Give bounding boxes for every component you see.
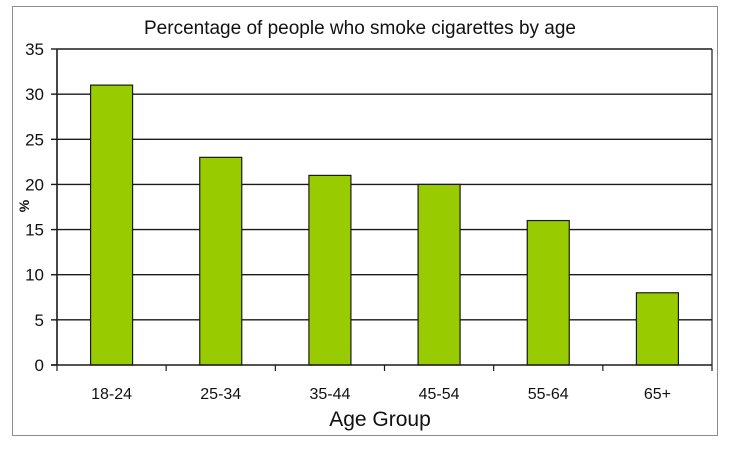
x-axis-label: Age Group — [329, 408, 431, 431]
y-tick-label: 25 — [25, 130, 44, 149]
bar-55-64 — [526, 219, 570, 366]
x-tick-label: 18-24 — [91, 386, 132, 403]
bar-35-44 — [308, 174, 352, 366]
x-tick-label: 65+ — [644, 386, 671, 403]
y-tick-label: 35 — [25, 40, 44, 59]
axes — [51, 48, 713, 371]
x-tick-label: 25-34 — [200, 386, 241, 403]
y-tick-labels: 0 5 10 15 20 25 30 35 — [25, 40, 44, 375]
bar-45-54 — [417, 183, 461, 366]
gridlines — [57, 48, 712, 321]
bar-65+ — [635, 292, 680, 366]
x-tick-label: 55-64 — [528, 386, 569, 403]
x-tick-labels: 18-24 25-34 35-44 45-54 55-64 65+ — [91, 386, 671, 403]
y-tick-label: 30 — [25, 85, 44, 104]
y-tick-label: 10 — [25, 266, 44, 285]
y-tick-label: 0 — [35, 356, 44, 375]
y-tick-label: 20 — [25, 175, 44, 194]
bars — [89, 84, 680, 366]
bar-25-34 — [199, 156, 243, 366]
y-tick-label: 15 — [25, 221, 44, 240]
y-tick-label: 5 — [35, 311, 44, 330]
y-axis-label: % — [16, 199, 32, 212]
bar-18-24 — [89, 84, 134, 366]
x-tick-label: 45-54 — [419, 386, 460, 403]
x-tick-label: 35-44 — [309, 386, 350, 403]
chart-title: Percentage of people who smoke cigarette… — [144, 18, 576, 39]
